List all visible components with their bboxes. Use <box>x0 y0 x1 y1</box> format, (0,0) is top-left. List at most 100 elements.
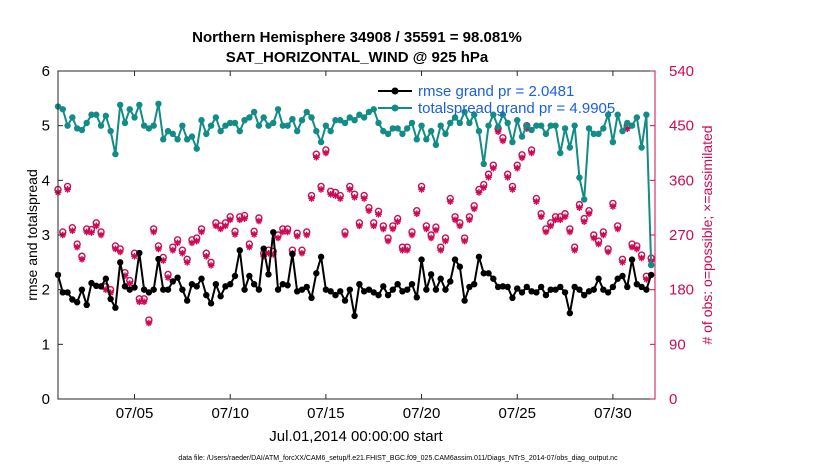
totalspread-point <box>413 136 420 143</box>
obs-assimilated-marker <box>633 245 641 253</box>
obs-assimilated-marker <box>423 225 430 233</box>
obs-assimilated-marker <box>389 225 397 233</box>
obs-assimilated-marker <box>303 231 311 239</box>
totalspread-point <box>93 111 100 118</box>
rmse-point <box>614 275 621 282</box>
rmse-point <box>628 256 636 263</box>
obs-assimilated-marker <box>542 228 550 236</box>
totalspread-point <box>604 111 612 118</box>
totalspread-point <box>633 114 641 121</box>
totalspread-point <box>107 127 114 135</box>
totalspread-point <box>442 130 449 138</box>
totalspread-point <box>212 114 220 121</box>
obs-assimilated-marker <box>528 149 535 157</box>
y-tick-label: 0 <box>42 391 50 408</box>
totalspread-point <box>313 127 320 135</box>
rmse-point <box>566 309 574 317</box>
obs-assimilated-marker <box>643 276 650 283</box>
totalspread-point <box>643 111 650 118</box>
totalspread-point <box>394 125 401 132</box>
obs-assimilated-marker <box>403 246 411 254</box>
totalspread-point <box>547 122 554 129</box>
rmse-point <box>375 291 382 299</box>
rmse-point <box>174 274 181 281</box>
totalspread-point <box>466 119 473 127</box>
totalspread-point <box>140 122 148 129</box>
rmse-point <box>581 291 588 299</box>
rmse-point <box>494 283 502 291</box>
y-tick-label: 3 <box>42 227 50 244</box>
totalspread-point <box>490 111 497 118</box>
totalspread-point <box>241 117 248 124</box>
rmse-point <box>499 283 507 290</box>
rmse-point <box>155 255 162 263</box>
y-right-axis-label: # of obs: o=possible; ×=assimilated <box>699 125 715 344</box>
obs-assimilated-marker <box>600 231 607 239</box>
totalspread-point <box>380 127 387 135</box>
totalspread-point <box>552 122 559 129</box>
rmse-point <box>188 281 196 288</box>
totalspread-point <box>260 114 267 121</box>
totalspread-point <box>207 122 215 129</box>
obs-assimilated-marker <box>78 255 86 263</box>
rmse-point <box>576 286 583 293</box>
obs-assimilated-marker <box>470 205 478 213</box>
totalspread-point <box>590 130 597 138</box>
rmse-point <box>533 289 540 296</box>
totalspread-point <box>480 160 487 168</box>
obs-assimilated-marker <box>413 210 421 218</box>
totalspread-point <box>317 138 325 146</box>
totalspread-point <box>236 127 243 135</box>
y-tick-label: 1 <box>42 336 50 353</box>
totalspread-point <box>432 141 440 148</box>
rmse-point <box>647 271 655 279</box>
rmse-point <box>595 275 602 282</box>
obs-assimilated-marker <box>576 204 583 211</box>
totalspread-point <box>121 119 129 127</box>
obs-assimilated-marker <box>537 213 545 221</box>
obs-assimilated-marker <box>456 222 464 230</box>
legend-rmse-label: rmse grand pr = 2.0481 <box>418 83 574 100</box>
totalspread-point <box>346 114 354 121</box>
totalspread-point <box>160 136 167 143</box>
obs-assimilated-marker <box>131 252 138 260</box>
obs-assimilated-marker <box>480 184 488 191</box>
totalspread-point <box>389 125 397 132</box>
totalspread-point <box>174 136 181 143</box>
totalspread-point <box>470 111 478 118</box>
rmse-point <box>73 299 81 306</box>
obs-assimilated-marker <box>427 234 435 242</box>
y-tick-label: 4 <box>42 172 50 189</box>
obs-assimilated-marker <box>116 248 124 256</box>
rmse-point <box>351 312 358 320</box>
rmse-point <box>179 286 186 293</box>
totalspread-point <box>289 115 296 123</box>
rmse-point <box>451 256 459 263</box>
rmse-point <box>198 275 205 282</box>
totalspread-point <box>341 119 349 127</box>
rmse-point <box>413 294 420 301</box>
rmse-point <box>542 291 550 299</box>
totalspread-point <box>322 122 330 129</box>
totalspread-point <box>227 119 234 127</box>
y-right-axis-ticks: 0 90 180 270 360 450 540 <box>650 63 694 408</box>
rmse-point <box>447 278 454 285</box>
totalspread-point <box>600 125 607 132</box>
y-tick-label: 5 <box>42 118 50 135</box>
obs-assimilated-marker <box>375 211 382 218</box>
totalspread-point <box>494 123 502 130</box>
obs-assimilated-marker <box>466 216 473 224</box>
totalspread-point <box>183 136 191 143</box>
rmse-point <box>461 297 468 304</box>
rmse-point <box>255 286 263 293</box>
rmse-point <box>83 301 90 309</box>
rmse-point <box>193 283 200 290</box>
rmse-point <box>308 294 315 302</box>
x-tick-label: 07/25 <box>498 405 536 422</box>
totalspread-point <box>293 127 301 135</box>
obs-assimilated-marker <box>322 149 330 157</box>
rmse-point <box>356 281 363 288</box>
legend: rmse grand pr = 2.0481 totalspread grand… <box>378 83 615 117</box>
obs-assimilated-marker <box>92 222 100 230</box>
legend-rmse-marker <box>391 87 399 95</box>
